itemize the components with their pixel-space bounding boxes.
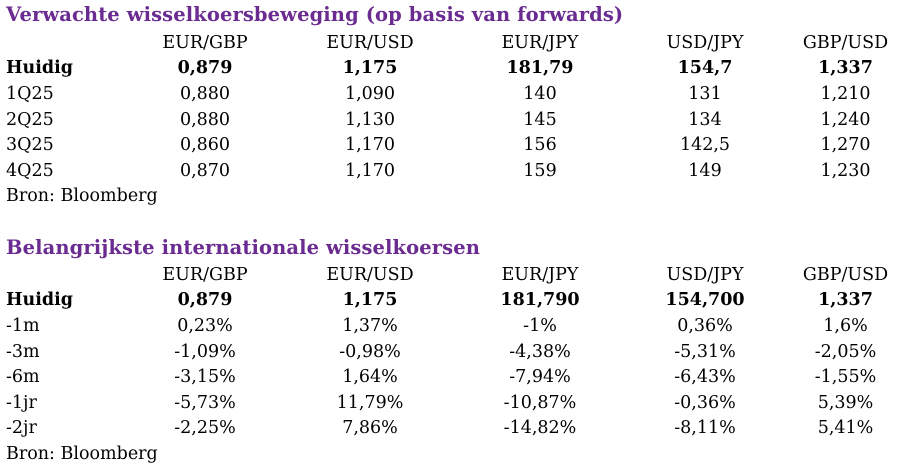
- table-cell: 1,6%: [823, 315, 868, 336]
- international-title: Belangrijkste internationale wisselkoers…: [6, 236, 481, 259]
- table-cell: 181,79: [506, 58, 574, 79]
- column-header: EUR/JPY: [501, 32, 579, 53]
- table-cell: -1,09%: [174, 341, 236, 362]
- table-row: 1Q25 0,880 1,090 140 131 1,210: [0, 81, 911, 107]
- table-cell: 7,86%: [342, 418, 398, 439]
- column-header: EUR/GBP: [162, 32, 248, 53]
- table-cell: 1,230: [820, 160, 871, 181]
- table-cell: 0,870: [179, 160, 231, 181]
- international-table: EUR/GBP EUR/USD EUR/JPY USD/JPY GBP/USD Huidi…: [0, 262, 911, 441]
- table-cell: 142,5: [679, 135, 731, 156]
- column-header: GBP/USD: [802, 264, 889, 285]
- table-cell: 0,879: [177, 58, 233, 79]
- table-cell: -5,31%: [674, 341, 736, 362]
- table-cell: 145: [523, 109, 557, 130]
- table-cell: -1,55%: [814, 367, 877, 388]
- table-row: 2Q25 0,880 1,130 145 134 1,240: [0, 107, 911, 133]
- table-cell: 149: [688, 160, 722, 181]
- table-cell: -8,11%: [674, 418, 736, 439]
- table-cell: -0,98%: [339, 341, 401, 362]
- table-cell: 0,879: [177, 290, 233, 311]
- table-cell: 154,7: [677, 58, 733, 79]
- table-cell: 1,37%: [342, 315, 398, 336]
- column-header: EUR/USD: [326, 264, 414, 285]
- table-cell: 1,337: [818, 58, 873, 79]
- row-label: 1Q25: [6, 83, 54, 104]
- row-label: Huidig: [6, 58, 74, 79]
- table-cell: -4,38%: [509, 341, 571, 362]
- table-row: 3Q25 0,860 1,170 156 142,5 1,270: [0, 132, 911, 158]
- table-cell: 140: [523, 83, 557, 104]
- table-cell: -6,43%: [674, 367, 736, 388]
- header-row: EUR/GBP EUR/USD EUR/JPY USD/JPY GBP/USD: [0, 262, 911, 288]
- table-cell: -5,73%: [174, 392, 236, 413]
- row-label: -3m: [6, 341, 40, 362]
- table-cell: 5,41%: [817, 418, 874, 439]
- table-row: -2jr -2,25% 7,86% -14,82% -8,11% 5,41%: [0, 416, 911, 442]
- column-header: EUR/JPY: [501, 264, 579, 285]
- row-label: 3Q25: [6, 135, 54, 156]
- row-label: Huidig: [6, 290, 74, 311]
- row-label: -1jr: [6, 392, 37, 413]
- table-cell: 1,170: [344, 135, 396, 156]
- table-cell: -7,94%: [509, 367, 571, 388]
- table-cell: 1,175: [342, 290, 398, 311]
- table-cell: 156: [523, 135, 557, 156]
- table-cell: 159: [523, 160, 557, 181]
- table-cell: 154,700: [665, 290, 745, 311]
- table-cell: -2,05%: [814, 341, 877, 362]
- table-cell: 0,880: [179, 109, 231, 130]
- table-cell: -3,15%: [174, 367, 236, 388]
- table-cell: 1,130: [344, 109, 396, 130]
- forward-table: EUR/GBP EUR/USD EUR/JPY USD/JPY GBP/USD Huidi…: [0, 30, 911, 184]
- column-header: USD/JPY: [666, 264, 744, 285]
- table-cell: 1,64%: [342, 367, 398, 388]
- table-cell: 131: [688, 83, 722, 104]
- column-header: EUR/USD: [326, 32, 414, 53]
- table-cell: 5,39%: [817, 392, 874, 413]
- table-row: Huidig 0,879 1,175 181,79 154,7 1,337: [0, 56, 911, 82]
- table-cell: 11,79%: [336, 392, 404, 413]
- row-label: -6m: [6, 367, 40, 388]
- table-cell: -0,36%: [674, 392, 736, 413]
- table-row: -1jr -5,73% 11,79% -10,87% -0,36% 5,39%: [0, 390, 911, 416]
- table-cell: 1,170: [344, 160, 396, 181]
- table-cell: 1,337: [818, 290, 873, 311]
- row-label: -1m: [6, 315, 40, 336]
- row-label: 4Q25: [6, 160, 54, 181]
- table-cell: 0,880: [179, 83, 231, 104]
- table-row: -1m 0,23% 1,37% -1% 0,36% 1,6%: [0, 313, 911, 339]
- column-header: USD/JPY: [666, 32, 744, 53]
- table-row: 4Q25 0,870 1,170 159 149 1,230: [0, 158, 911, 184]
- header-corner: [0, 30, 120, 56]
- table-cell: 1,090: [344, 83, 396, 104]
- table-cell: -2,25%: [174, 418, 236, 439]
- table-cell: 1,210: [820, 83, 871, 104]
- table-cell: -10,87%: [503, 392, 577, 413]
- column-header: EUR/GBP: [162, 264, 248, 285]
- table-cell: 0,860: [179, 135, 231, 156]
- table-cell: 134: [688, 109, 722, 130]
- forward-title: Verwachte wisselkoersbeweging (op basis …: [6, 3, 624, 26]
- table-row: -3m -1,09% -0,98% -4,38% -5,31% -2,05%: [0, 339, 911, 365]
- table-cell: 1,270: [820, 135, 871, 156]
- table-cell: -14,82%: [503, 418, 577, 439]
- table-cell: 0,36%: [677, 315, 733, 336]
- table-cell: 181,790: [500, 290, 580, 311]
- table-cell: -1%: [523, 315, 557, 336]
- table-cell: 1,175: [342, 58, 398, 79]
- column-header: GBP/USD: [802, 32, 889, 53]
- header-row: EUR/GBP EUR/USD EUR/JPY USD/JPY GBP/USD: [0, 30, 911, 56]
- international-source: Bron: Bloomberg: [6, 444, 158, 464]
- table-row: -6m -3,15% 1,64% -7,94% -6,43% -1,55%: [0, 364, 911, 390]
- row-label: 2Q25: [6, 109, 54, 130]
- forward-source: Bron: Bloomberg: [6, 186, 158, 206]
- table-row: Huidig 0,879 1,175 181,790 154,700 1,337: [0, 288, 911, 314]
- table-cell: 1,240: [820, 109, 871, 130]
- header-corner: [0, 262, 120, 288]
- table-cell: 0,23%: [177, 315, 233, 336]
- row-label: -2jr: [6, 418, 37, 439]
